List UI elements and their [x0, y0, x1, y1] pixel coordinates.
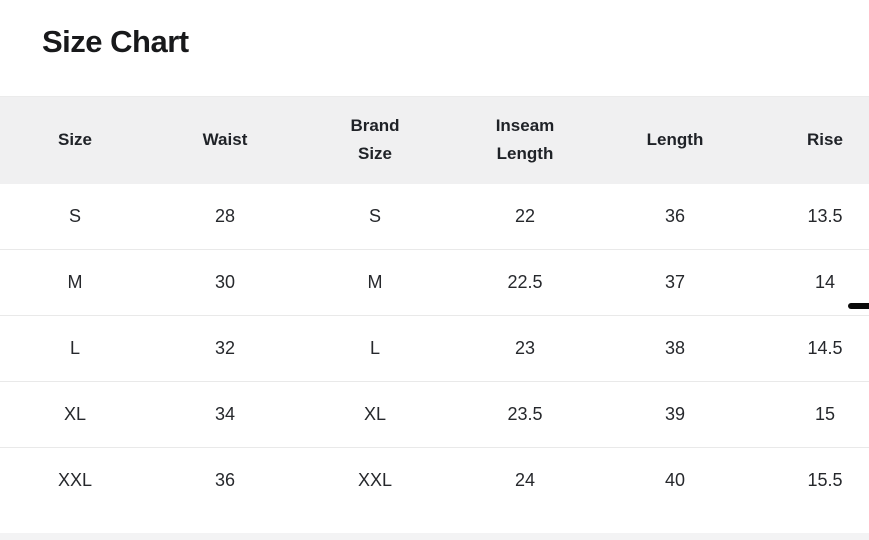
size-chart-table-viewport: Size Waist Brand Size Inseam Length Length Ri…	[0, 96, 869, 514]
cell-length: 39	[600, 381, 750, 448]
column-header-waist: Waist	[150, 96, 300, 184]
column-header-length: Length	[600, 96, 750, 184]
scroll-indicator[interactable]	[848, 303, 869, 309]
cell-waist: 36	[150, 447, 300, 514]
cell-length: 40	[600, 447, 750, 514]
table-header: Size Waist Brand Size Inseam Length Length Ri…	[0, 96, 869, 184]
cell-rise: 15	[750, 381, 869, 448]
column-header-inseam-length: Inseam Length	[450, 96, 600, 184]
cell-waist: 30	[150, 249, 300, 316]
cell-length: 38	[600, 315, 750, 382]
column-header-brand-size: Brand Size	[300, 96, 450, 184]
table-row: XL 34 XL 23.5 39 15	[0, 381, 869, 448]
cell-inseam-length: 24	[450, 447, 600, 514]
cell-brand-size: XL	[300, 381, 450, 448]
table-row: L 32 L 23 38 14.5	[0, 315, 869, 382]
table-row: M 30 M 22.5 37 14	[0, 249, 869, 316]
next-section-header-edge	[0, 533, 869, 540]
cell-waist: 28	[150, 183, 300, 250]
table-row: S 28 S 22 36 13.5	[0, 183, 869, 250]
cell-rise: 13.5	[750, 183, 869, 250]
cell-inseam-length: 22	[450, 183, 600, 250]
cell-brand-size: S	[300, 183, 450, 250]
cell-size: M	[0, 249, 150, 316]
column-header-rise: Rise	[750, 96, 869, 184]
table-body: S 28 S 22 36 13.5 M 30 M 22.5 37 14 L 32 L 23 38 14.5 XL 34…	[0, 183, 869, 514]
cell-inseam-length: 23.5	[450, 381, 600, 448]
header-row: Size Waist Brand Size Inseam Length Length Ri…	[0, 96, 869, 184]
cell-length: 37	[600, 249, 750, 316]
cell-waist: 34	[150, 381, 300, 448]
cell-inseam-length: 23	[450, 315, 600, 382]
table-row: XXL 36 XXL 24 40 15.5	[0, 447, 869, 514]
cell-size: XL	[0, 381, 150, 448]
cell-waist: 32	[150, 315, 300, 382]
cell-size: L	[0, 315, 150, 382]
size-chart-table: Size Waist Brand Size Inseam Length Length Ri…	[0, 96, 869, 514]
page-title: Size Chart	[42, 24, 189, 59]
cell-brand-size: M	[300, 249, 450, 316]
cell-size: S	[0, 183, 150, 250]
cell-rise: 14.5	[750, 315, 869, 382]
column-header-size: Size	[0, 96, 150, 184]
cell-rise: 15.5	[750, 447, 869, 514]
cell-brand-size: XXL	[300, 447, 450, 514]
cell-size: XXL	[0, 447, 150, 514]
cell-length: 36	[600, 183, 750, 250]
cell-brand-size: L	[300, 315, 450, 382]
cell-inseam-length: 22.5	[450, 249, 600, 316]
